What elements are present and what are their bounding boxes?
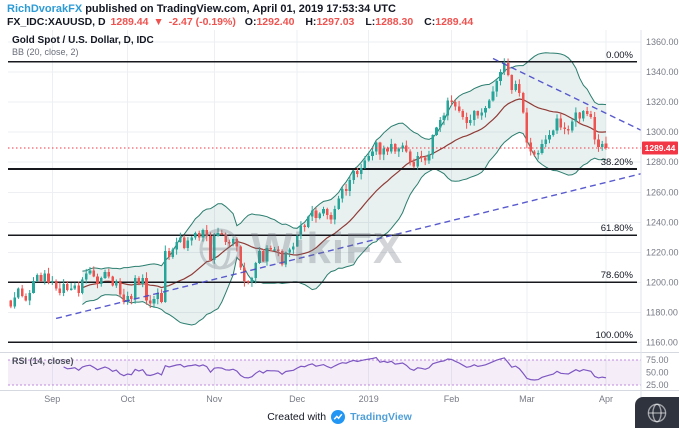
footer: Created with TradingView (0, 405, 679, 428)
tradingview-logo-icon (331, 409, 346, 424)
rsi-line (63, 356, 607, 381)
created-with-label: Created with (267, 410, 327, 423)
time-axis[interactable]: Sep Oct Nov Dec 2019 Feb Mar Apr (44, 394, 613, 404)
rsi-band (8, 360, 641, 385)
svg-text:25.00: 25.00 (646, 380, 669, 390)
author-link[interactable]: RichDvorakFX (7, 3, 83, 15)
ohlc-open: O:1292.40 (245, 16, 297, 28)
svg-text:Mar: Mar (519, 394, 535, 404)
high-value: 1297.03 (316, 16, 355, 28)
svg-text:61.80%: 61.80% (601, 223, 634, 234)
price-change: -2.47 (-0.19%) (168, 16, 236, 28)
svg-text:1340.00: 1340.00 (646, 67, 679, 77)
svg-text:1240.00: 1240.00 (646, 217, 679, 227)
svg-text:1260.00: 1260.00 (646, 187, 679, 197)
publish-info: published on TradingView.com, April 01, … (85, 3, 396, 15)
svg-text:Nov: Nov (206, 394, 223, 404)
svg-text:Feb: Feb (444, 394, 460, 404)
trendlines[interactable] (55, 57, 651, 320)
svg-text:1320.00: 1320.00 (646, 97, 679, 107)
symbol-title: FX_IDC:XAUUSD, D (7, 16, 106, 28)
bb-lower (82, 131, 607, 326)
down-arrow-icon: ▼ (153, 16, 164, 28)
chart-svg[interactable]: 0.00% 38.20% 61.80% 78.60% 100.00% 1360.00 134… (0, 30, 679, 405)
svg-text:75.00: 75.00 (646, 355, 669, 365)
svg-text:78.60%: 78.60% (601, 270, 634, 281)
rsi-indicator-label: RSI (14, close) (12, 356, 74, 366)
wikifx-corner-badge (635, 397, 679, 428)
ohlc-low: L:1288.30 (365, 16, 415, 28)
svg-text:1200.00: 1200.00 (646, 277, 679, 287)
svg-text:Dec: Dec (289, 394, 306, 404)
low-value: 1288.30 (375, 16, 414, 28)
fib-retracement[interactable]: 0.00% 38.20% 61.80% 78.60% 100.00% (8, 50, 637, 343)
publish-header: RichDvorakFX published on TradingView.com… (7, 3, 396, 15)
svg-text:1280.00: 1280.00 (646, 157, 679, 167)
open-label: O: (244, 16, 257, 28)
svg-text:100.00%: 100.00% (595, 330, 633, 341)
bb-fill (82, 52, 606, 326)
symbol-status-line: FX_IDC:XAUUSD, D 1289.44 ▼ -2.47 (-0.19%… (7, 16, 477, 28)
globe-icon (647, 403, 667, 422)
svg-text:Oct: Oct (121, 394, 136, 404)
svg-text:0.00%: 0.00% (606, 50, 633, 61)
svg-text:Apr: Apr (599, 394, 613, 404)
svg-text:50.00: 50.00 (646, 368, 669, 378)
last-price: 1289.44 (110, 16, 149, 28)
svg-text:2019: 2019 (359, 394, 379, 404)
close-label: C: (424, 16, 436, 28)
ohlc-close: C:1289.44 (424, 16, 475, 28)
svg-text:1289.44: 1289.44 (645, 143, 676, 153)
last-price-badge: 1289.44 (642, 141, 678, 155)
svg-text:1300.00: 1300.00 (646, 127, 679, 137)
svg-text:38.20%: 38.20% (601, 157, 634, 168)
close-value: 1289.44 (435, 16, 474, 28)
open-value: 1292.40 (256, 16, 295, 28)
svg-text:1160.00: 1160.00 (646, 337, 678, 347)
svg-text:Sep: Sep (44, 394, 60, 404)
bb-basis (82, 98, 607, 289)
svg-text:1180.00: 1180.00 (646, 307, 678, 317)
low-label: L: (365, 16, 376, 28)
price-axis[interactable]: 1360.00 1340.00 1320.00 1300.00 1280.00 1260.… (646, 37, 679, 390)
pane-dividers[interactable] (0, 30, 679, 405)
candles-layer (9, 58, 608, 309)
high-label: H: (305, 16, 317, 28)
ohlc-high: H:1297.03 (305, 16, 356, 28)
svg-text:1220.00: 1220.00 (646, 247, 679, 257)
svg-text:1360.00: 1360.00 (646, 37, 679, 47)
tradingview-brand-link[interactable]: TradingView (350, 410, 412, 423)
